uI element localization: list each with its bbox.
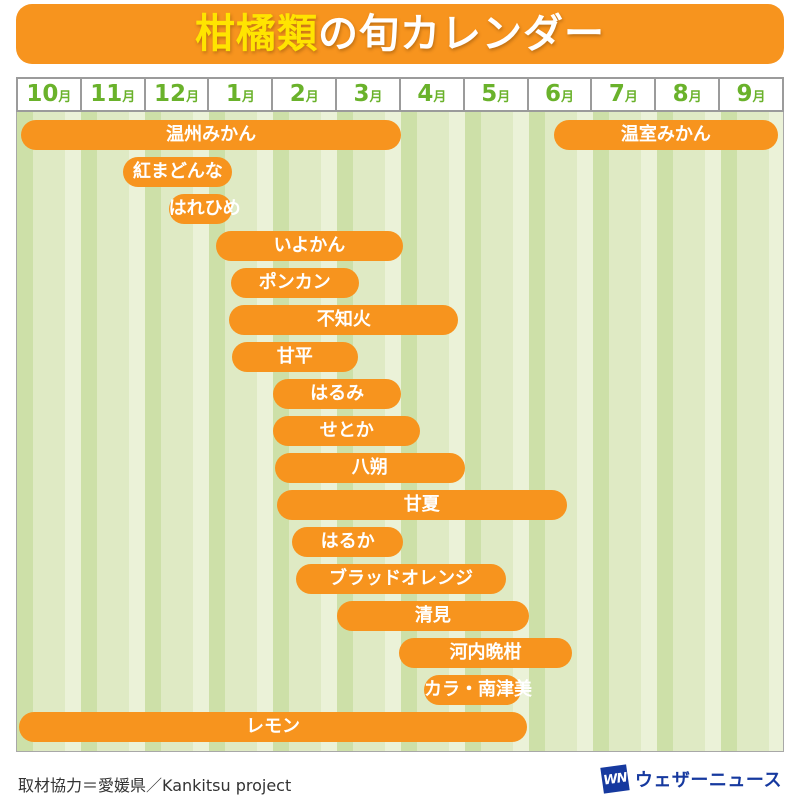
season-bar-label: 温州みかん — [166, 124, 257, 145]
month-cell-12月: 12 月 — [146, 79, 210, 110]
weathernews-logo: WN ウェザーニュース — [600, 764, 782, 794]
month-suffix: 月 — [624, 90, 638, 105]
title-highlight: 柑橘類 — [195, 11, 318, 57]
title-rest: の旬カレンダー — [318, 11, 605, 57]
month-cell-10月: 10 月 — [18, 79, 82, 110]
season-bar-甘夏: 甘夏 — [276, 490, 567, 520]
season-bar-はれひめ: はれひめ — [168, 194, 241, 224]
month-suffix: 月 — [497, 90, 511, 105]
season-bar-せとか: せとか — [273, 416, 421, 446]
season-bar-label: 温室みかん — [620, 124, 711, 145]
month-number: 10 — [26, 81, 59, 107]
season-bar-label: 甘夏 — [403, 494, 440, 515]
month-cell-11月: 11 月 — [82, 79, 146, 110]
footer: 取材協力＝愛媛県／Kankitsu project WN ウェザーニュース — [0, 758, 800, 800]
season-chart: 温州みかん 温室みかん紅まどんなはれひめいよかんポンカン不知火 甘平はるみせとか八朔… — [16, 112, 784, 752]
season-bar-label: カラ・南津美 — [423, 679, 532, 700]
season-bar-ブラッドオレンジ: ブラッドオレンジ — [295, 564, 507, 594]
season-bar-温室みかん: 温室みかん — [554, 120, 778, 150]
logo-wordmark: ウェザーニュース — [634, 770, 782, 791]
season-bar-label: 不知火 — [316, 309, 371, 330]
season-bar-レモン: レモン — [19, 712, 527, 742]
season-bar-八朔: 八朔 — [274, 453, 465, 483]
month-number: 9 — [736, 81, 753, 107]
season-bar-label: はるか — [320, 531, 375, 552]
season-bar-甘平: 甘平 — [231, 342, 358, 372]
month-number: 2 — [289, 81, 306, 107]
season-bar-河内晩柑: 河内晩柑 — [399, 638, 573, 668]
month-header-row: 10 月 11 月 12 月 1 月 2 月 3 月 4 月 5 月 6 月 7 月 8 月 9 月 — [16, 77, 784, 112]
season-bar-label: 甘平 — [276, 346, 313, 367]
month-suffix: 月 — [688, 90, 702, 105]
season-bar-label: ポンカン — [258, 272, 331, 293]
month-suffix: 月 — [752, 90, 766, 105]
season-bar-label: はれひめ — [168, 198, 241, 219]
month-suffix: 月 — [369, 90, 383, 105]
month-number: 5 — [481, 81, 498, 107]
month-number: 1 — [225, 81, 242, 107]
season-bar-label: ブラッドオレンジ — [328, 568, 473, 589]
page-title: 柑橘類の旬カレンダー — [195, 14, 605, 54]
season-bar-清見: 清見 — [337, 601, 529, 631]
month-number: 8 — [672, 81, 689, 107]
season-bar-label: せとか — [319, 420, 374, 441]
season-bar-label: いよかん — [273, 235, 346, 256]
wn-logo-icon: WN — [600, 764, 630, 794]
season-bar-label: 河内晩柑 — [449, 642, 522, 663]
season-bar-ポンカン: ポンカン — [230, 268, 359, 298]
month-suffix: 月 — [561, 90, 575, 105]
month-number: 4 — [417, 81, 434, 107]
month-number: 6 — [545, 81, 562, 107]
season-bar-label: 清見 — [414, 605, 451, 626]
title-banner: 柑橘類の旬カレンダー — [16, 4, 784, 64]
season-bar-label: レモン — [246, 716, 300, 737]
season-bar-紅まどんな: 紅まどんな — [123, 157, 233, 187]
credit-text: 取材協力＝愛媛県／Kankitsu project — [18, 776, 292, 795]
season-bar-はるか: はるか — [292, 527, 403, 557]
season-bar-カラ・南津美: カラ・南津美 — [423, 675, 532, 705]
month-number: 11 — [90, 81, 123, 107]
month-number: 3 — [353, 81, 370, 107]
season-bar-label: 紅まどんな — [132, 161, 223, 182]
month-suffix: 月 — [186, 90, 200, 105]
season-bar-温州みかん: 温州みかん — [21, 120, 401, 150]
month-suffix: 月 — [305, 90, 319, 105]
season-bar-label: はるみ — [310, 383, 365, 404]
month-number: 7 — [608, 81, 625, 107]
season-bar-はるみ: はるみ — [273, 379, 401, 409]
month-suffix: 月 — [58, 90, 72, 105]
month-number: 12 — [154, 81, 187, 107]
month-suffix: 月 — [433, 90, 447, 105]
month-suffix: 月 — [122, 90, 136, 105]
season-bar-不知火: 不知火 — [229, 305, 459, 335]
season-bar-いよかん: いよかん — [215, 231, 403, 261]
season-bar-label: 八朔 — [351, 457, 388, 478]
month-suffix: 月 — [241, 90, 255, 105]
